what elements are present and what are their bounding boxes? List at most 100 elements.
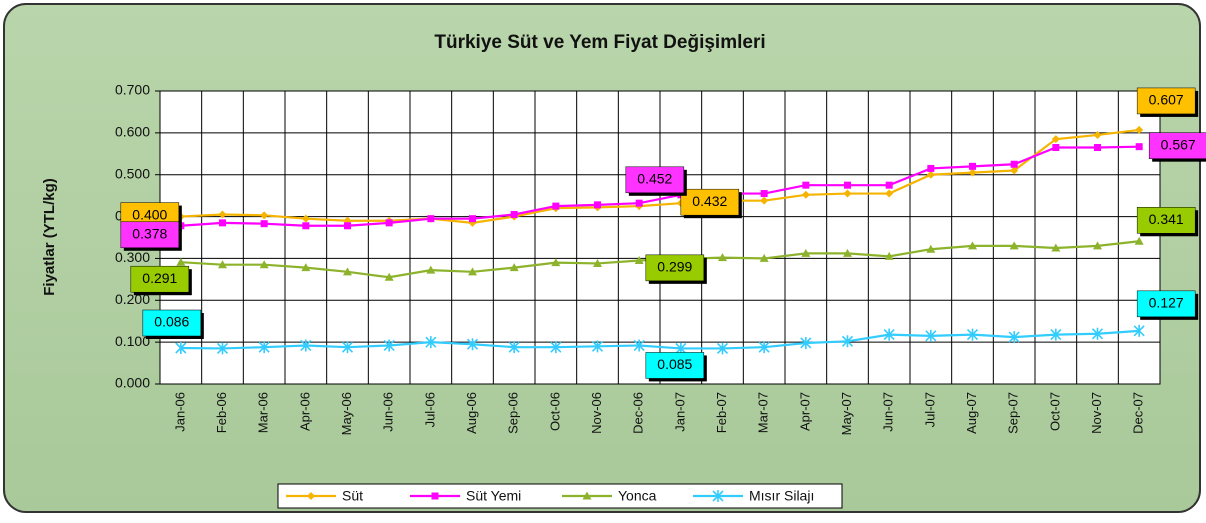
marker <box>712 490 724 502</box>
marker <box>758 341 770 354</box>
x-tick-label: Apr-06 <box>297 392 312 431</box>
marker <box>469 215 476 223</box>
marker <box>591 340 604 353</box>
marker <box>885 189 894 198</box>
marker <box>760 196 769 205</box>
marker <box>300 339 312 352</box>
marker <box>260 220 268 228</box>
marker <box>1093 130 1102 139</box>
legend-label: Mısır Silajı <box>749 488 814 504</box>
marker <box>1050 328 1062 341</box>
series-line <box>180 128 1140 224</box>
x-tick-label: Dec-07 <box>1131 392 1146 434</box>
series-group <box>175 125 1145 355</box>
x-tick-label: Dec-06 <box>631 392 646 434</box>
marker <box>343 267 352 276</box>
y-axis-title: Fiyatlar (YTL/kg) <box>41 178 58 296</box>
data-label: 0.432 <box>692 193 727 209</box>
chart-title: Türkiye Süt ve Yem Fiyat Değişimleri <box>434 32 765 53</box>
marker <box>759 253 769 262</box>
label-box <box>645 254 705 282</box>
marker <box>969 162 976 170</box>
marker <box>843 248 852 257</box>
marker <box>258 341 270 354</box>
x-tick-label: Jul-06 <box>422 392 437 427</box>
marker <box>431 492 439 500</box>
marker <box>1008 331 1020 344</box>
data-labels: 0.400 0.432 0.607 0.378 0.452 0.567 0.291 0.299… <box>120 87 1206 382</box>
marker <box>968 241 977 250</box>
marker <box>175 342 187 355</box>
marker <box>426 265 436 274</box>
x-tick-label: Jul-07 <box>922 392 937 427</box>
marker <box>1052 144 1060 152</box>
marker <box>582 491 592 500</box>
marker <box>1135 143 1143 151</box>
marker <box>427 215 435 223</box>
marker <box>1133 324 1145 337</box>
data-label: 0.291 <box>142 270 177 286</box>
marker <box>716 342 729 355</box>
label-box <box>680 188 740 216</box>
marker <box>384 272 394 281</box>
marker <box>508 341 520 354</box>
series-line <box>180 145 1140 227</box>
marker <box>383 339 395 352</box>
marker <box>801 190 810 199</box>
marker <box>593 258 602 267</box>
marker <box>218 210 227 219</box>
x-tick-label: Feb-06 <box>214 392 229 433</box>
marker <box>801 248 811 257</box>
data-label: 0.378 <box>132 225 167 241</box>
legend-label: Süt <box>342 488 363 504</box>
marker <box>219 219 226 227</box>
data-label: 0.341 <box>1149 211 1184 227</box>
x-tick-label: Mar-07 <box>756 392 771 433</box>
y-tick-label: 0.700 <box>115 82 150 98</box>
x-tick-label: Oct-06 <box>547 392 562 431</box>
x-tick-label: Apr-07 <box>797 392 812 431</box>
y-tick-label: 0.600 <box>115 124 150 140</box>
marker <box>216 342 229 355</box>
label-box <box>1136 207 1196 234</box>
marker <box>927 164 935 172</box>
data-label: 0.085 <box>657 356 692 372</box>
marker <box>760 190 768 198</box>
y-tick-label: 0.000 <box>115 375 150 391</box>
series-line <box>180 329 1140 350</box>
marker <box>633 339 645 352</box>
data-label: 0.567 <box>1161 136 1196 152</box>
marker <box>968 168 977 177</box>
x-tick-label: Oct-07 <box>1047 392 1062 431</box>
marker <box>466 338 479 351</box>
label-box <box>120 221 180 249</box>
marker <box>1094 144 1101 152</box>
marker <box>1010 160 1018 168</box>
marker <box>634 256 644 265</box>
marker <box>1091 327 1104 340</box>
marker <box>552 202 560 210</box>
marker <box>1093 241 1102 250</box>
marker <box>1135 125 1144 134</box>
marker <box>1009 241 1019 250</box>
label-box <box>625 166 685 194</box>
y-tick-label: 0.300 <box>115 249 150 265</box>
x-tick-label: Aug-07 <box>964 392 979 434</box>
marker <box>844 181 851 189</box>
label-box <box>142 309 202 337</box>
x-tick-label: Jun-07 <box>881 392 896 432</box>
marker <box>344 222 351 230</box>
marker <box>884 251 894 260</box>
x-tick-label: Nov-07 <box>1089 392 1104 434</box>
data-label: 0.400 <box>132 206 167 222</box>
marker <box>341 341 354 354</box>
marker <box>425 336 437 349</box>
data-label: 0.127 <box>1149 295 1184 311</box>
data-label: 0.452 <box>637 171 672 187</box>
marker <box>885 181 893 189</box>
x-tick-label: Jan-06 <box>172 392 187 432</box>
marker <box>1134 236 1144 245</box>
data-label: 0.607 <box>1149 92 1184 108</box>
marker <box>926 244 936 253</box>
